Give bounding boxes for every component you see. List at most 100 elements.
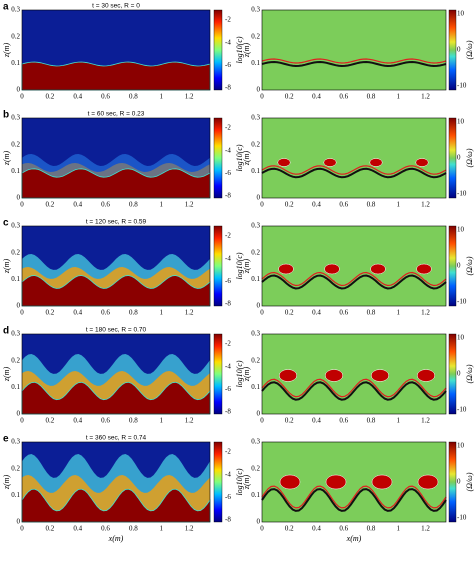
x-tick-label: 0.8 <box>129 309 138 317</box>
vortex <box>370 263 386 275</box>
z-tick-label: 0.2 <box>11 464 20 472</box>
x-tick-label: 1.2 <box>185 201 194 209</box>
z-tick-label: 0.2 <box>11 32 20 40</box>
x-tick-label: 0 <box>260 417 264 425</box>
x-tick-label: 0.6 <box>101 93 110 101</box>
vortex <box>371 369 389 382</box>
z-axis-label: z(m) <box>2 151 11 167</box>
left-colorbar <box>213 441 223 523</box>
z-tick-label: 0.2 <box>11 356 20 364</box>
panel-title: t = 180 sec, R = 0.70 <box>86 327 147 334</box>
z-tick-label: 0.3 <box>11 222 20 230</box>
sediment-bed <box>21 275 211 307</box>
colorbar-tick-label: -10 <box>457 82 467 90</box>
x-tick-label: 0.2 <box>45 93 54 101</box>
z-tick-label: 0.1 <box>11 491 20 499</box>
x-tick-label: 0.2 <box>45 309 54 317</box>
colorbar-tick-label: 0 <box>457 46 461 54</box>
x-tick-label: 0.4 <box>73 309 82 317</box>
bed-shear <box>261 58 447 64</box>
x-tick-label: 0 <box>260 525 264 533</box>
right-colorbar <box>448 117 457 199</box>
x-tick-label: 0.8 <box>367 201 376 209</box>
panel-title: t = 120 sec, R = 0.59 <box>86 219 147 226</box>
colorbar-tick-label: -10 <box>457 514 467 522</box>
vortex <box>417 369 435 382</box>
x-tick-label: 0 <box>20 93 24 101</box>
colorbar-tick-label: -2 <box>225 232 231 240</box>
bed-line <box>261 488 447 512</box>
z-tick-label: 0.1 <box>251 383 260 391</box>
sediment-bed <box>21 61 211 91</box>
bed-shear <box>261 271 447 287</box>
x-tick-label: 1.2 <box>185 93 194 101</box>
bed-shear <box>261 165 447 175</box>
z-tick-label: 0.2 <box>251 356 260 364</box>
colorbar-tick-label: -4 <box>225 38 231 46</box>
z-tick-label: 0.1 <box>251 491 260 499</box>
colorbar-tick-label: -6 <box>225 277 231 285</box>
colorbar-tick-label: -2 <box>225 16 231 24</box>
left-frame <box>21 117 211 199</box>
colorbar-label: (Ω/ω) <box>465 364 474 383</box>
z-tick-label: 0 <box>257 410 261 418</box>
right-frame <box>261 333 447 415</box>
bed-shear <box>261 485 447 509</box>
colorbar-tick-label: 10 <box>457 118 465 126</box>
x-tick-label: 0 <box>20 201 24 209</box>
x-tick-label: 1 <box>397 93 401 101</box>
z-tick-label: 0 <box>17 194 21 202</box>
x-tick-label: 0.2 <box>285 309 294 317</box>
z-tick-label: 0.2 <box>251 140 260 148</box>
vorticity-field <box>262 10 446 90</box>
right-frame <box>261 441 447 523</box>
colorbar-tick-label: 0 <box>457 478 461 486</box>
colorbar-tick-label: -8 <box>225 408 231 416</box>
x-tick-label: 0.2 <box>285 201 294 209</box>
colorbar-tick-label: -6 <box>225 493 231 501</box>
x-tick-label: 0.6 <box>339 93 348 101</box>
x-tick-label: 0 <box>20 309 24 317</box>
x-tick-label: 0.4 <box>312 525 321 533</box>
vortex <box>277 158 291 167</box>
z-tick-label: 0.2 <box>11 248 20 256</box>
z-tick-label: 0.2 <box>251 248 260 256</box>
x-tick-label: 0.4 <box>73 525 82 533</box>
panel-title: t = 30 sec, R = 0 <box>92 3 140 10</box>
left-frame <box>21 333 211 415</box>
x-tick-label: 0.2 <box>45 525 54 533</box>
vortex <box>417 474 439 490</box>
z-tick-label: 0.3 <box>251 330 260 338</box>
z-tick-label: 0.1 <box>11 383 20 391</box>
x-tick-label: 0.2 <box>285 93 294 101</box>
colorbar-tick-label: 0 <box>457 262 461 270</box>
x-tick-label: 1 <box>397 201 401 209</box>
z-axis-label: z(m) <box>2 43 11 59</box>
x-tick-label: 0.4 <box>312 93 321 101</box>
x-tick-label: 0.8 <box>129 525 138 533</box>
x-tick-label: 0.4 <box>312 417 321 425</box>
colorbar-tick-label: -8 <box>225 84 231 92</box>
colorbar-tick-label: -4 <box>225 146 231 154</box>
colorbar-label: log10(c) <box>235 252 244 279</box>
panel-letter: c <box>3 218 9 229</box>
x-tick-label: 0.4 <box>312 201 321 209</box>
vortex <box>369 158 383 167</box>
colorbar-tick-label: 0 <box>457 154 461 162</box>
z-tick-label: 0.3 <box>11 330 20 338</box>
vortex <box>324 263 340 275</box>
z-tick-label: 0 <box>17 302 21 310</box>
z-tick-label: 0 <box>17 410 21 418</box>
z-axis-label: z(m) <box>242 475 251 491</box>
x-tick-label: 1 <box>397 309 401 317</box>
x-tick-label: 0.6 <box>101 525 110 533</box>
colorbar-tick-label: -2 <box>225 448 231 456</box>
x-tick-label: 1.2 <box>421 417 430 425</box>
colorbar-tick-label: -10 <box>457 406 467 414</box>
z-tick-label: 0 <box>257 86 261 94</box>
x-tick-label: 0.8 <box>129 417 138 425</box>
x-tick-label: 0 <box>260 309 264 317</box>
x-tick-label: 1 <box>160 417 164 425</box>
x-tick-label: 0.8 <box>367 93 376 101</box>
